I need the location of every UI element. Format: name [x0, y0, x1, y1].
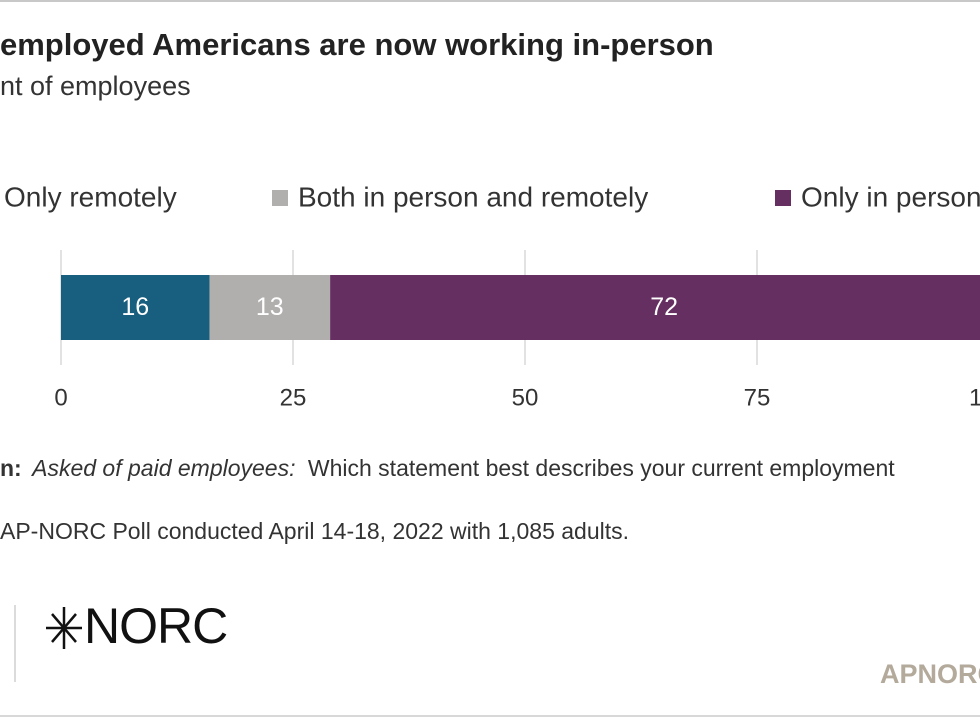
- bar-segment: [209, 275, 331, 340]
- bar-segment: [330, 275, 980, 340]
- legend-label: Only in person: [801, 181, 980, 212]
- note: n: Asked of paid employees: Which statem…: [0, 455, 895, 481]
- legend-swatch: [775, 190, 791, 206]
- x-tick-label: 75: [744, 384, 771, 411]
- note-lead: Asked of paid employees:: [30, 455, 295, 481]
- plot: 0 25 50 75 100 16 13 72: [54, 250, 980, 411]
- legend: Only remotely Both in person and remotely…: [4, 181, 980, 212]
- data-label: 13: [256, 293, 284, 321]
- data-label: 16: [121, 293, 149, 321]
- legend-swatch: [272, 190, 288, 206]
- bar-segment: [61, 275, 210, 340]
- chart-subtitle: nt of employees: [0, 71, 191, 101]
- x-tick-label: 50: [512, 384, 539, 411]
- footer: APNORC: [880, 659, 980, 689]
- note-text: Which statement best describes your curr…: [308, 455, 895, 481]
- x-tick-label: 25: [280, 384, 307, 411]
- logo-star: [46, 607, 82, 649]
- note-label: n:: [0, 455, 22, 481]
- legend-label: Both in person and remotely: [298, 181, 648, 212]
- chart-title: employed Americans are now working in-pe…: [0, 27, 714, 62]
- source: AP-NORC Poll conducted April 14-18, 2022…: [0, 518, 629, 544]
- legend-label: Only remotely: [4, 181, 177, 212]
- logo-text: NORC: [84, 598, 227, 654]
- x-tick-label: 100: [969, 384, 980, 411]
- x-tick-label: 0: [54, 384, 67, 411]
- data-label: 72: [650, 293, 678, 321]
